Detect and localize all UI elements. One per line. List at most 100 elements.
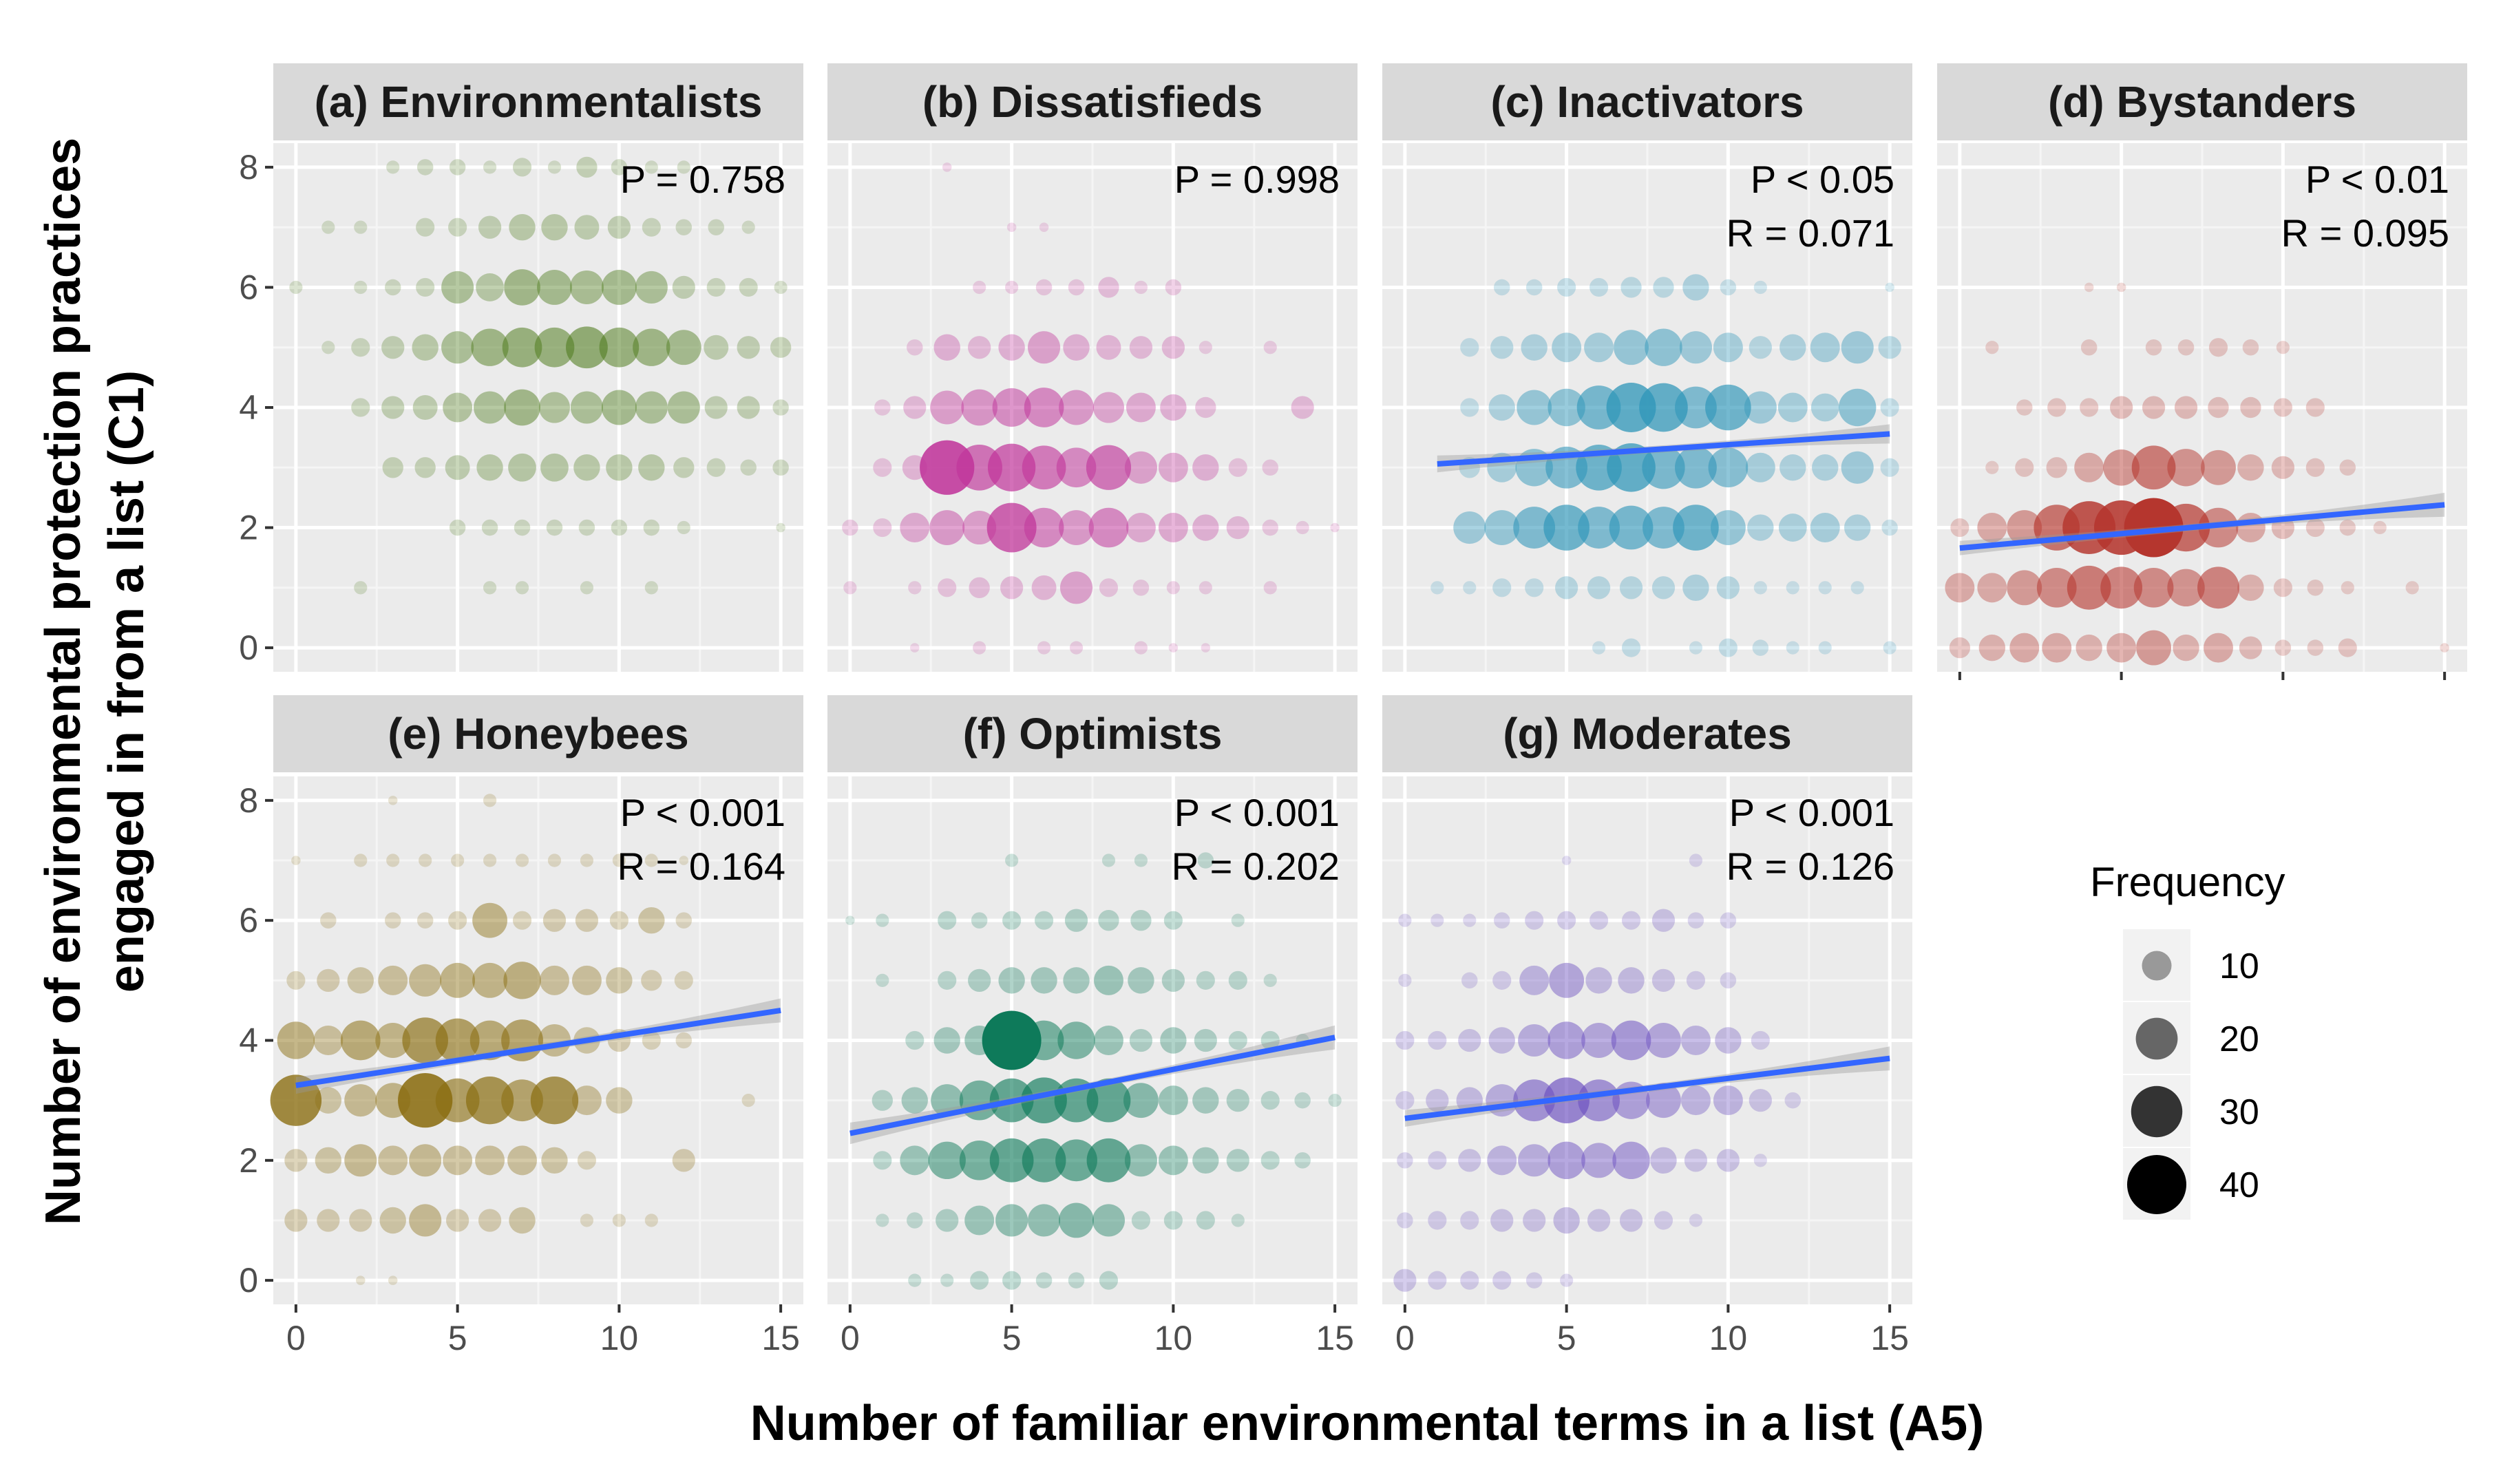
data-point (776, 522, 785, 533)
data-point (315, 1087, 342, 1114)
data-point (1296, 520, 1309, 535)
data-point (876, 913, 889, 927)
data-point (351, 338, 370, 357)
data-point (2167, 569, 2205, 607)
data-point (1619, 1209, 1643, 1232)
x-tick-label: 5 (1002, 1319, 1022, 1357)
data-point (900, 513, 930, 543)
data-point (1168, 643, 1179, 653)
data-point (507, 1145, 538, 1176)
data-point (973, 641, 986, 655)
data-point (1519, 965, 1550, 995)
data-point (2084, 282, 2094, 293)
strip-title-g: (g) Moderates (1503, 709, 1792, 759)
data-point (1393, 1269, 1417, 1292)
data-point (1749, 336, 1772, 359)
legend-keys: 10 20 30 40 (2123, 929, 2259, 1220)
data-point (901, 1087, 928, 1114)
data-point (2174, 396, 2198, 419)
data-point (291, 856, 301, 865)
data-point (2201, 449, 2236, 485)
data-point (1428, 1030, 1447, 1050)
data-point (1161, 968, 1185, 992)
strip-a (273, 63, 803, 140)
legend-key-40 (2127, 1155, 2186, 1214)
data-point (1088, 507, 1129, 548)
data-point (1779, 334, 1806, 361)
data-point (1158, 513, 1188, 543)
data-point (1294, 1152, 1311, 1169)
data-point (1713, 332, 1743, 363)
data-point (483, 581, 497, 595)
data-point (606, 1087, 633, 1114)
data-point (1000, 576, 1024, 600)
data-point (1460, 398, 1479, 417)
panel-b: (b) Dissatisfieds P = 0.998 (827, 63, 1358, 672)
data-point (706, 458, 726, 477)
data-point (635, 391, 668, 424)
data-point (704, 396, 728, 419)
trend-line-d (1959, 502, 2445, 551)
data-point (1006, 222, 1017, 232)
data-point (501, 1079, 543, 1122)
data-point (641, 970, 662, 991)
data-point (1002, 1271, 1022, 1290)
strip-title-d: (d) Bystanders (2048, 77, 2356, 127)
frequency-legend: Frequency 10 20 30 40 (2090, 859, 2285, 1220)
data-point (2036, 567, 2077, 608)
data-point (478, 1209, 502, 1232)
data-point (1844, 514, 1871, 541)
data-point (741, 220, 755, 234)
stat-r-g: R = 0.126 (1726, 845, 1894, 888)
data-point (1818, 581, 1832, 595)
data-point (643, 519, 660, 536)
data-point (1684, 1149, 1708, 1172)
data-point (995, 1204, 1028, 1237)
data-point (644, 854, 658, 867)
data-point (2276, 341, 2290, 354)
data-point (1492, 1271, 1512, 1290)
y-tick-label: 6 (239, 268, 258, 306)
legend-title: Frequency (2090, 859, 2285, 905)
data-point (1395, 1030, 1415, 1050)
data-point (2131, 445, 2176, 490)
data-point (2007, 510, 2042, 545)
data-point (402, 1017, 448, 1063)
data-point (1430, 913, 1444, 927)
data-point (2109, 396, 2133, 419)
data-point (1549, 962, 1585, 998)
data-point (1689, 1213, 1703, 1227)
data-point (1487, 1145, 1517, 1176)
data-point (547, 160, 562, 174)
data-point (1646, 1023, 1681, 1058)
data-point (1654, 1211, 1673, 1230)
data-point (504, 389, 540, 426)
data-point (1525, 911, 1544, 930)
data-point (2273, 578, 2292, 597)
data-point (1786, 641, 1799, 655)
legend-key-30 (2131, 1085, 2183, 1138)
data-point (1950, 518, 1969, 538)
data-point (638, 907, 665, 934)
data-point (1291, 396, 1314, 419)
data-point (475, 1145, 505, 1176)
data-point (606, 967, 633, 994)
legend-label-10: 10 (2219, 946, 2259, 986)
data-point (1619, 576, 1643, 600)
data-point (1260, 1091, 1280, 1110)
data-point (1430, 581, 1444, 595)
panel-c: (c) Inactivators P < 0.05 R = 0.071 (1382, 63, 1912, 672)
data-point (772, 459, 789, 476)
data-point (378, 1145, 408, 1176)
data-point (508, 453, 536, 482)
y-tick-label: 4 (239, 388, 258, 427)
data-point (379, 1207, 406, 1234)
data-point (1841, 331, 1874, 364)
data-point (416, 912, 434, 929)
data-point (1463, 581, 1477, 595)
data-point (1397, 1152, 1413, 1169)
strip-title-c: (c) Inactivators (1490, 77, 1804, 127)
data-point (2341, 581, 2354, 595)
data-point (1458, 1149, 1481, 1172)
data-point (471, 328, 509, 366)
